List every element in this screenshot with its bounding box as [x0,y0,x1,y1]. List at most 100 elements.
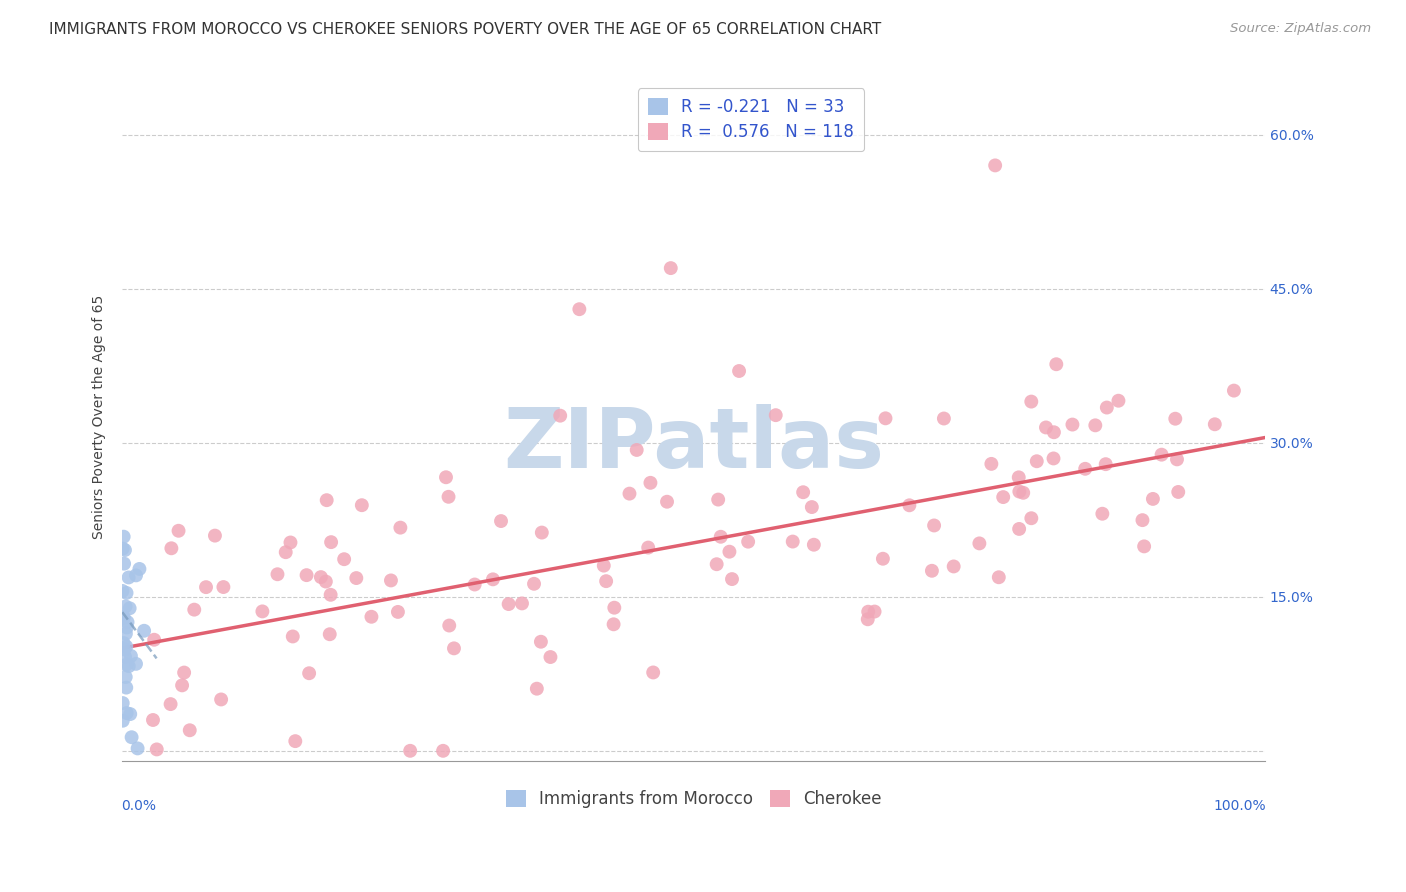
Point [984,158,1007,172]
Point [737,534,759,549]
Point [1132,513,1154,527]
Point [274,545,297,559]
Point [856,605,879,619]
Point [464,577,486,591]
Point [143,632,166,647]
Point [548,409,571,423]
Point [112,610,135,624]
Point [595,574,617,589]
Point [863,605,886,619]
Point [172,678,194,692]
Point [281,630,304,644]
Point [319,535,342,549]
Point [128,562,150,576]
Point [252,604,274,618]
Point [921,564,943,578]
Point [114,599,136,614]
Point [319,627,342,641]
Point [111,583,134,598]
Point [387,605,409,619]
Point [1012,485,1035,500]
Point [803,538,825,552]
Point [111,714,134,728]
Point [1107,393,1129,408]
Point [111,696,134,710]
Point [530,525,553,540]
Point [380,574,402,588]
Point [179,723,201,738]
Point [118,601,141,615]
Point [132,624,155,638]
Point [1133,540,1156,554]
Point [643,665,665,680]
Point [112,530,135,544]
Point [125,568,148,582]
Point [718,544,741,558]
Point [510,596,533,610]
Point [1223,384,1246,398]
Point [1043,425,1066,440]
Point [212,580,235,594]
Point [111,541,134,556]
Point [1008,522,1031,536]
Point [782,534,804,549]
Point [319,588,342,602]
Point [115,706,138,720]
Point [987,570,1010,584]
Point [922,518,945,533]
Point [443,641,465,656]
Point [117,570,139,584]
Point [114,543,136,558]
Point [765,408,787,422]
Point [209,692,232,706]
Text: IMMIGRANTS FROM MOROCCO VS CHEROKEE SENIORS POVERTY OVER THE AGE OF 65 CORRELATI: IMMIGRANTS FROM MOROCCO VS CHEROKEE SENI… [49,22,882,37]
Point [1008,484,1031,499]
Legend: Immigrants from Morocco, Cherokee: Immigrants from Morocco, Cherokee [499,783,889,814]
Point [526,681,548,696]
Point [530,634,553,648]
Point [1164,411,1187,425]
Point [167,524,190,538]
Point [112,557,135,571]
Point [120,707,142,722]
Point [1042,451,1064,466]
Point [655,494,678,508]
Point [120,648,142,663]
Point [204,528,226,542]
Point [1084,418,1107,433]
Point [1019,394,1042,409]
Point [875,411,897,425]
Point [280,535,302,549]
Point [1091,507,1114,521]
Point [195,580,218,594]
Point [173,665,195,680]
Point [619,486,641,500]
Point [432,744,454,758]
Point [1025,454,1047,468]
Point [121,730,143,744]
Point [439,618,461,632]
Point [1150,448,1173,462]
Point [856,612,879,626]
Point [980,457,1002,471]
Point [112,610,135,624]
Point [315,574,337,589]
Point [792,485,814,500]
Point [637,541,659,555]
Point [1074,462,1097,476]
Point [710,530,733,544]
Point [489,514,512,528]
Point [872,551,894,566]
Point [659,261,682,276]
Point [706,558,728,572]
Point [266,567,288,582]
Point [160,541,183,556]
Point [993,490,1015,504]
Text: ZIPatlas: ZIPatlas [503,404,884,485]
Point [114,650,136,665]
Point [1045,357,1067,371]
Point [159,697,181,711]
Point [437,490,460,504]
Point [284,734,307,748]
Point [344,571,367,585]
